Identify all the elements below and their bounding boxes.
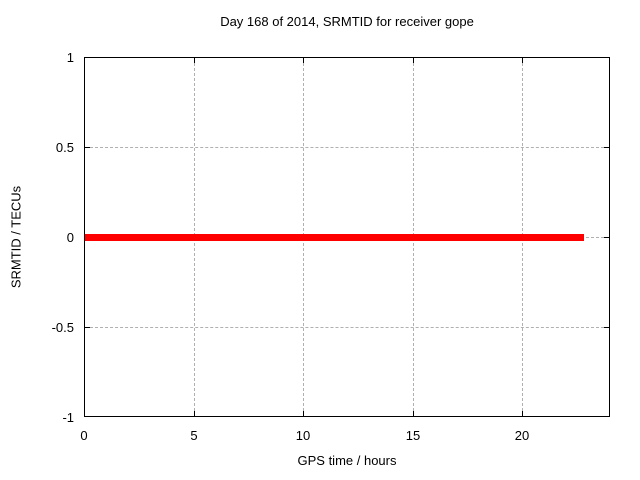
plot-area [84,57,610,417]
gridline-y-m0p5 [85,327,609,328]
x-tick-label-15: 15 [405,428,421,443]
tick-bottom-10 [303,411,304,416]
tick-bottom-20 [522,411,523,416]
tick-top-10 [303,58,304,63]
x-tick-label-10: 10 [295,428,311,443]
series-line-srmtid [85,234,584,241]
x-tick-label-5: 5 [190,428,198,443]
tick-left-0p5 [85,147,90,148]
tick-bottom-15 [413,411,414,416]
tick-bottom-5 [194,411,195,416]
tick-right-0 [604,237,609,238]
tick-right-0p5 [604,147,609,148]
tick-left-m0p5 [85,327,90,328]
y-tick-label-m0p5: -0.5 [51,320,74,335]
gridline-y-0p5 [85,147,609,148]
x-tick-label-20: 20 [514,428,530,443]
y-tick-label-0p5: 0.5 [55,140,74,155]
x-tick-label-0: 0 [80,428,88,443]
y-tick-label-m1: -1 [62,410,74,425]
tick-top-5 [194,58,195,63]
tick-right-m0p5 [604,327,609,328]
y-tick-label-0: 0 [66,230,74,245]
y-tick-label-1: 1 [66,50,74,65]
tick-top-20 [522,58,523,63]
x-axis-label: GPS time / hours [297,453,397,468]
tick-top-15 [413,58,414,63]
chart-title: Day 168 of 2014, SRMTID for receiver gop… [220,14,474,29]
